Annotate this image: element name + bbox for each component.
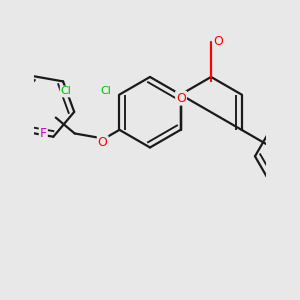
Text: Cl: Cl — [61, 86, 72, 97]
Text: F: F — [40, 127, 47, 140]
Text: O: O — [176, 92, 186, 105]
Text: O: O — [213, 35, 223, 48]
Text: Cl: Cl — [100, 85, 111, 96]
Text: O: O — [98, 136, 108, 149]
